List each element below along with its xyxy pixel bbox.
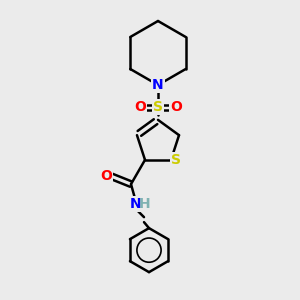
Text: N: N: [152, 78, 164, 92]
Text: N: N: [130, 197, 142, 211]
Text: O: O: [134, 100, 146, 114]
Text: O: O: [170, 100, 182, 114]
Text: O: O: [100, 169, 112, 183]
Text: S: S: [171, 153, 181, 167]
Text: S: S: [153, 100, 163, 114]
Text: H: H: [139, 197, 151, 211]
